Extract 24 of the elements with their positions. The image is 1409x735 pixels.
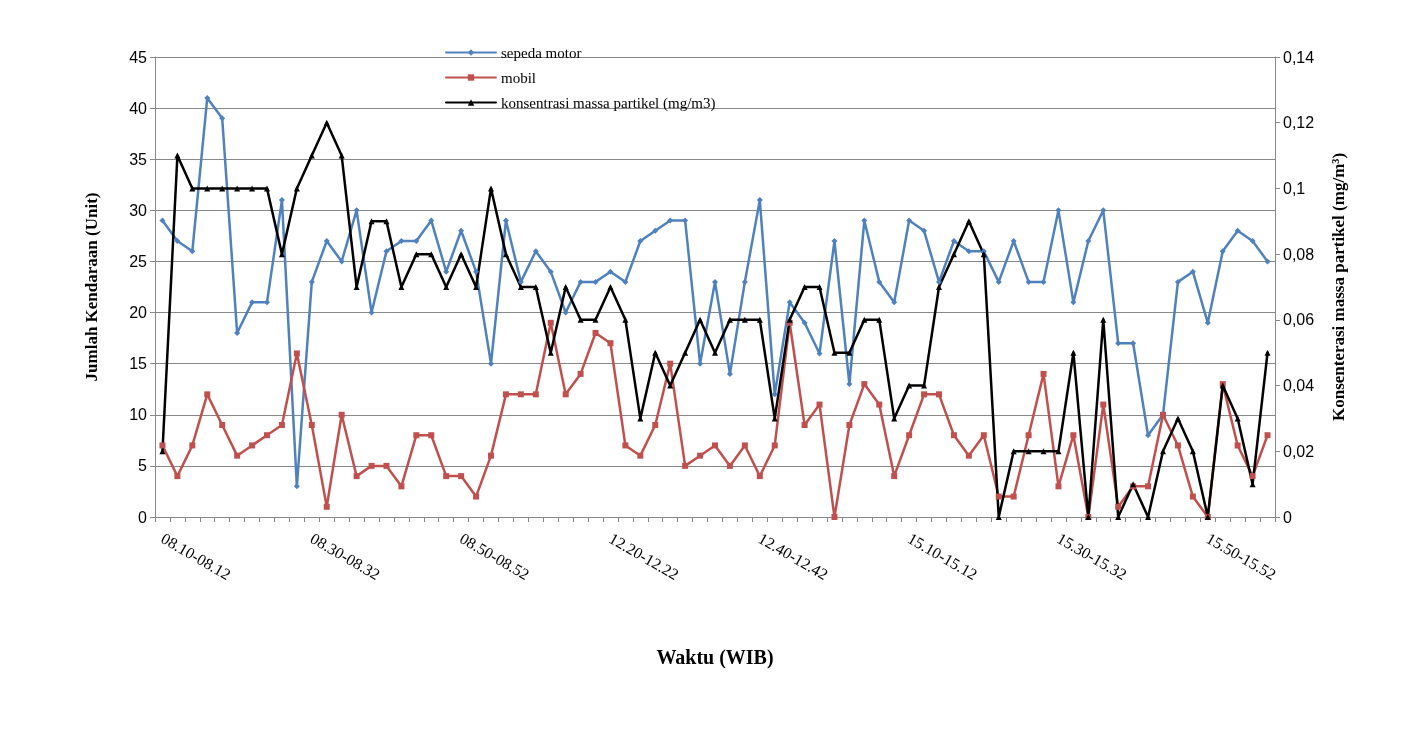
y-tick-label: 40: [129, 99, 148, 117]
legend-label: mobil: [501, 69, 537, 86]
y2-tick-label: 0: [1283, 508, 1292, 526]
y2-axis-title: Konsenterasi massa partikel (mg/m³): [1329, 152, 1348, 422]
y2-tick-label: 0,02: [1283, 442, 1315, 460]
x-axis-title: Waktu (WIB): [656, 646, 774, 669]
y-tick-label: 0: [138, 508, 148, 526]
y-tick-label: 10: [129, 406, 148, 424]
y-tick-label: 5: [138, 457, 148, 475]
y-axis-title: Jumlah Kendaraan (Unit): [82, 192, 101, 382]
y2-tick-label: 0,14: [1283, 48, 1315, 66]
y-tick-label: 45: [129, 48, 148, 66]
y2-tick-label: 0,12: [1283, 114, 1315, 132]
legend-label: konsentrasi massa partikel (mg/m3): [501, 94, 716, 112]
y-tick-label: 35: [129, 150, 148, 168]
y-tick-label: 30: [129, 201, 148, 219]
y-tick-label: 25: [129, 252, 148, 270]
y-tick-label: 20: [129, 304, 148, 322]
y2-tick-label: 0,1: [1283, 179, 1306, 197]
y2-tick-label: 0,06: [1283, 311, 1315, 329]
y-tick-label: 15: [129, 355, 148, 373]
y2-tick-label: 0,04: [1283, 377, 1315, 395]
legend-label: sepeda motor: [501, 44, 582, 61]
y2-tick-label: 0,08: [1283, 245, 1315, 263]
